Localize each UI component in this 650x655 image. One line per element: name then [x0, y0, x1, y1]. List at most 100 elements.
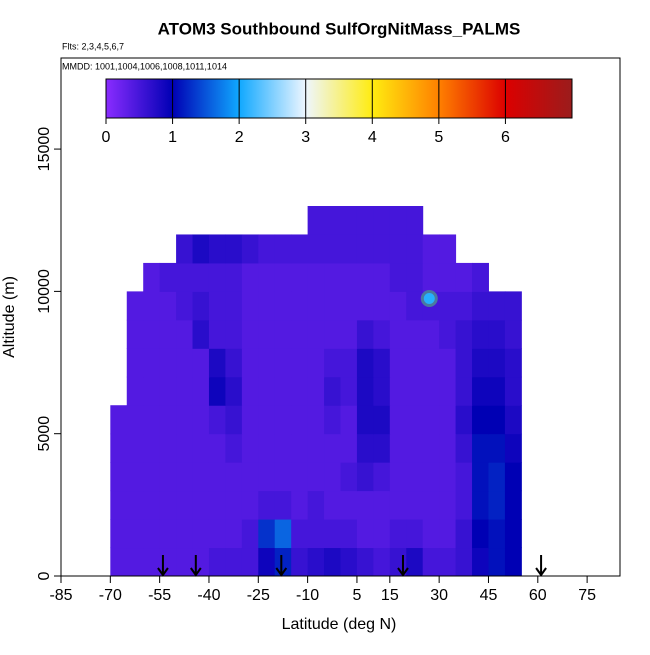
heatmap-cell	[208, 376, 226, 406]
heatmap-cell	[258, 490, 276, 520]
heatmap-cell	[504, 433, 522, 463]
heatmap-cell	[439, 262, 457, 292]
heatmap-cell	[159, 462, 177, 492]
heatmap-cell	[258, 433, 276, 463]
heatmap-cell	[422, 519, 440, 549]
heatmap-cell	[373, 490, 391, 520]
heatmap-cell	[488, 490, 506, 520]
colorbar-tick-label: 0	[102, 129, 111, 146]
heatmap-cell	[307, 547, 325, 577]
heatmap-cell	[373, 291, 391, 321]
heatmap-cell	[258, 348, 276, 378]
heatmap-cell	[291, 319, 309, 349]
heatmap-cell	[208, 262, 226, 292]
heatmap-cell	[241, 405, 259, 435]
heatmap-cell	[110, 405, 128, 435]
heatmap-cell	[324, 433, 341, 463]
heatmap-cell	[455, 262, 473, 292]
heatmap-cell	[389, 234, 407, 264]
heatmap-cell	[192, 519, 210, 549]
heatmap-cell	[455, 433, 473, 463]
heatmap-cell	[176, 348, 194, 378]
heatmap-cell	[307, 291, 325, 321]
heatmap-cell	[373, 262, 391, 292]
heatmap-cell	[291, 405, 309, 435]
heatmap-cell	[455, 319, 473, 349]
heatmap-cell	[504, 519, 522, 549]
data-point	[420, 290, 438, 307]
heatmap-cell	[291, 490, 309, 520]
heatmap-cell	[143, 348, 161, 378]
heatmap-cell	[274, 291, 292, 321]
heatmap-cell	[208, 348, 226, 378]
heatmap-cell	[488, 348, 506, 378]
heatmap-cell	[406, 262, 424, 292]
heatmap-cell	[340, 462, 358, 492]
heatmap-cell	[208, 405, 226, 435]
heatmap-cell	[439, 519, 457, 549]
heatmap-cell	[192, 433, 210, 463]
heatmap-cell	[176, 319, 194, 349]
heatmap-cell	[324, 519, 341, 549]
heatmap-cell	[422, 319, 440, 349]
heatmap-cell	[356, 462, 374, 492]
heatmap-cell	[340, 519, 358, 549]
heatmap-cell	[274, 405, 292, 435]
heatmap-cell	[126, 433, 144, 463]
heatmap-cell	[324, 376, 341, 406]
heatmap-cell	[488, 547, 506, 577]
y-tick-label: 10000	[36, 269, 53, 314]
heatmap-cell	[389, 519, 407, 549]
heatmap-cell	[192, 462, 210, 492]
heatmap-cell	[126, 376, 144, 406]
x-tick-label: -85	[49, 587, 72, 604]
heatmap-cell	[126, 490, 144, 520]
x-axis-label: Latitude (deg N)	[282, 616, 397, 633]
heatmap-cell	[373, 206, 391, 235]
heatmap-cell	[291, 433, 309, 463]
heatmap-cell	[488, 291, 506, 321]
heatmap-cell	[176, 462, 194, 492]
heatmap-cell	[176, 433, 194, 463]
heatmap-cell	[110, 490, 128, 520]
heatmap-cell	[455, 547, 473, 577]
subtitle: MMDD: 1001,1004,1006,1008,1011,1014	[62, 61, 227, 71]
heatmap-cell	[159, 262, 177, 292]
heatmap-cell	[422, 547, 440, 577]
heatmap-cell	[406, 462, 424, 492]
heatmap-cell	[455, 291, 473, 321]
colorbar-tick-label: 4	[368, 129, 377, 146]
heatmap-cell	[291, 291, 309, 321]
x-tick-label: -70	[99, 587, 122, 604]
heatmap-cell	[159, 319, 177, 349]
heatmap-cell	[143, 262, 161, 292]
heatmap-cell	[422, 262, 440, 292]
heatmap-cell	[176, 291, 194, 321]
heatmap-cell	[373, 348, 391, 378]
heatmap-cell	[143, 433, 161, 463]
heatmap-cell	[307, 234, 325, 264]
heatmap-cell	[389, 319, 407, 349]
heatmap-cell	[192, 490, 210, 520]
heatmap-cell	[389, 490, 407, 520]
heatmap-cell	[307, 519, 325, 549]
heatmap-cell	[455, 462, 473, 492]
heatmap-cell	[241, 519, 259, 549]
heatmap-cell	[291, 462, 309, 492]
heatmap-cell	[472, 376, 489, 406]
heatmap-cell	[307, 319, 325, 349]
x-tick-label: 30	[430, 587, 448, 604]
heatmap-cell	[356, 348, 374, 378]
heatmap-cell	[324, 206, 341, 235]
heatmap-cell	[389, 291, 407, 321]
heatmap-cell	[488, 376, 506, 406]
heatmap-cell	[472, 519, 489, 549]
heatmap-cell	[110, 462, 128, 492]
heatmap-cell	[291, 234, 309, 264]
heatmap-cell	[208, 319, 226, 349]
heatmap-cell	[356, 206, 374, 235]
heatmap-cell	[258, 319, 276, 349]
subtitle: Flts: 2,3,4,5,6,7	[62, 41, 124, 51]
heatmap-cell	[324, 462, 341, 492]
heatmap-cell	[159, 519, 177, 549]
